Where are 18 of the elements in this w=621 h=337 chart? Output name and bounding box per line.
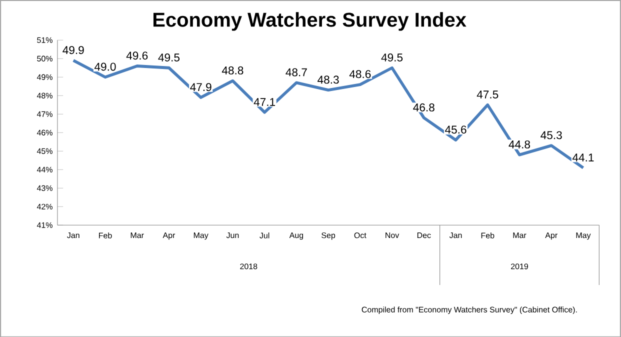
data-label: 44.1 [572,153,594,162]
data-label: 49.5 [158,53,180,62]
data-label: 48.6 [349,70,371,78]
data-label: 49.9 [62,46,84,54]
data-label: 49.5 [381,53,403,62]
data-label: 49.0 [94,62,116,70]
data-label: 46.8 [413,103,434,112]
data-label: 47.5 [476,90,498,98]
data-label: 45.3 [540,130,562,139]
data-label: 47.1 [254,98,276,106]
data-label: 47.9 [190,82,212,91]
data-label: 45.6 [445,125,466,134]
data-label: 44.8 [508,140,530,148]
data-label: 49.6 [126,51,148,60]
data-label: 48.3 [318,75,339,84]
data-label: 48.8 [222,66,244,74]
chart-title: Economy Watchers Survey Index [153,12,466,31]
data-label: 48.7 [286,68,307,76]
